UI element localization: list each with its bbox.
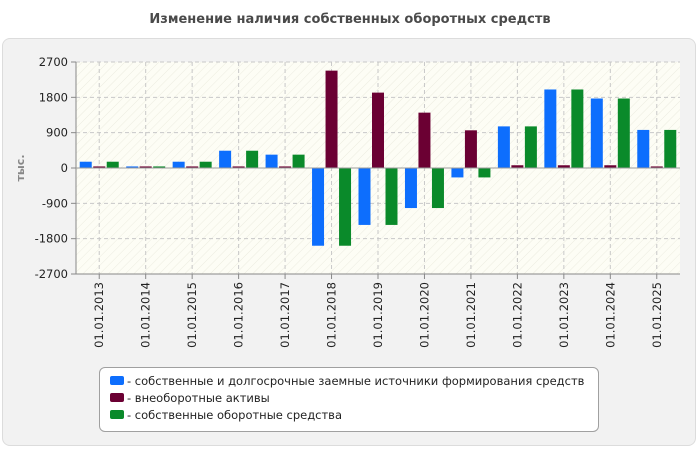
bar: [451, 168, 464, 178]
bar: [478, 168, 491, 178]
bar: [358, 168, 371, 225]
legend-item: - внеоборотные активы: [110, 389, 598, 406]
legend-item: - собственные оборотные средства: [110, 406, 598, 423]
bar: [664, 129, 677, 168]
bar: [385, 168, 398, 225]
bar: [524, 126, 537, 168]
legend-item: - собственные и долгосрочные заемные ист…: [110, 372, 598, 389]
bar: [497, 126, 510, 168]
bar: [544, 89, 557, 168]
y-tick-label: -900: [42, 196, 68, 210]
x-tick-label: 01.01.2014: [139, 282, 153, 348]
bar: [126, 166, 139, 168]
bar: [571, 89, 584, 168]
bar: [431, 168, 444, 209]
bar: [172, 161, 185, 168]
legend-label: - внеоборотные активы: [127, 390, 270, 405]
x-tick-label: 01.01.2016: [232, 282, 246, 348]
legend-label: - собственные оборотные средства: [127, 407, 343, 422]
bar: [312, 168, 325, 246]
y-tick-label: 900: [46, 126, 68, 140]
bar: [418, 112, 431, 168]
legend-swatch: [110, 376, 124, 385]
bar: [93, 166, 106, 168]
bar: [339, 168, 352, 246]
y-tick-label: -2700: [35, 267, 68, 281]
bar: [279, 166, 292, 168]
x-tick-label: 01.01.2022: [510, 282, 524, 348]
bar: [557, 165, 570, 168]
legend-swatch: [110, 393, 124, 402]
x-tick-label: 01.01.2025: [650, 282, 664, 348]
bar: [232, 166, 245, 168]
x-tick-label: 01.01.2023: [557, 282, 571, 348]
bar: [617, 98, 630, 168]
bar: [153, 166, 166, 168]
bar: [265, 154, 278, 168]
bar: [464, 130, 477, 168]
y-tick-label: 1800: [39, 90, 68, 104]
x-tick-label: 01.01.2018: [325, 282, 339, 348]
y-axis-label: тыс.: [14, 154, 27, 181]
bar: [325, 70, 338, 168]
bar: [637, 129, 650, 168]
x-tick-label: 01.01.2020: [417, 282, 431, 348]
bar: [511, 165, 524, 168]
bar: [650, 166, 663, 168]
y-tick-label: 0: [61, 161, 68, 175]
x-tick-label: 01.01.2019: [371, 282, 385, 348]
legend-swatch: [110, 410, 124, 419]
bar: [139, 166, 152, 168]
bar: [199, 161, 212, 168]
x-tick-label: 01.01.2013: [92, 282, 106, 348]
bar: [246, 150, 259, 168]
bar: [79, 161, 92, 168]
x-tick-label: 01.01.2024: [603, 282, 617, 348]
x-tick-label: 01.01.2021: [464, 282, 478, 348]
x-tick-label: 01.01.2017: [278, 282, 292, 348]
x-tick-label: 01.01.2015: [185, 282, 199, 348]
chart-legend: - собственные и долгосрочные заемные ист…: [99, 367, 599, 432]
bar: [404, 168, 417, 209]
bar: [106, 161, 119, 168]
bar: [372, 92, 384, 168]
chart-title: Изменение наличия собственных оборотных …: [149, 12, 551, 27]
legend-label: - собственные и долгосрочные заемные ист…: [127, 373, 585, 388]
y-tick-label: -1800: [35, 232, 68, 246]
y-tick-label: 2700: [39, 55, 68, 69]
bar: [219, 150, 232, 168]
bar: [604, 165, 617, 168]
bar: [186, 166, 199, 168]
bar: [590, 98, 603, 168]
bar: [292, 154, 305, 168]
